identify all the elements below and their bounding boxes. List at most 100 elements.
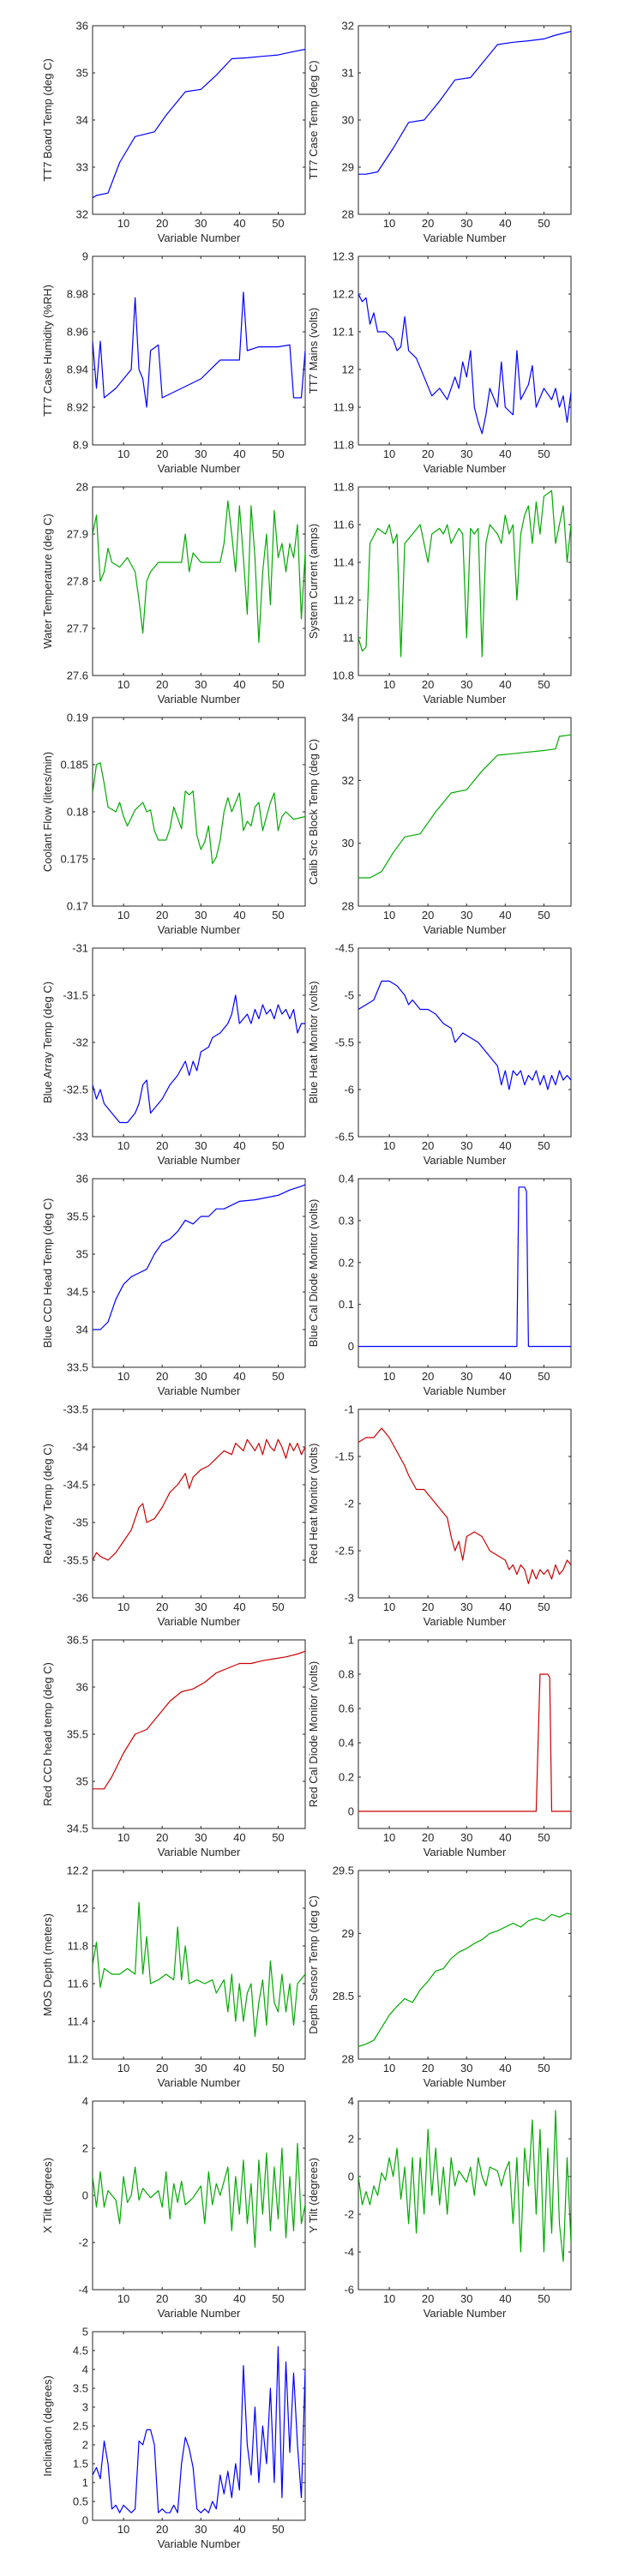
x-axis-label: Variable Number xyxy=(158,2076,241,2089)
y-tick-label: -33.5 xyxy=(63,1403,88,1416)
series-line xyxy=(358,293,571,435)
y-tick-label: -32 xyxy=(72,1036,88,1049)
x-axis-label: Variable Number xyxy=(424,1846,507,1858)
x-tick-label: 20 xyxy=(422,1370,434,1383)
x-axis-label: Variable Number xyxy=(424,2076,507,2089)
x-tick-label: 10 xyxy=(383,1600,395,1613)
y-tick-label: 0.2 xyxy=(339,1771,354,1784)
series-line xyxy=(358,1186,571,1348)
plot-frame xyxy=(92,255,306,446)
y-tick-label: 29 xyxy=(342,161,354,174)
y-tick-label: 0.5 xyxy=(73,2495,88,2508)
y-tick-label: 4 xyxy=(82,2363,88,2376)
x-tick-label: 40 xyxy=(233,1600,245,1613)
chart-panel-14: 10 20 30 40 50 -3 -2.5 -2 -1.5 -1 Variable Number R… xyxy=(307,1403,572,1628)
series-line xyxy=(358,489,571,658)
plot-frame xyxy=(92,717,306,907)
plot-frame xyxy=(358,1408,572,1599)
y-tick-label: 28 xyxy=(342,208,354,221)
series-line xyxy=(358,1673,571,1812)
series-line xyxy=(93,1901,305,2038)
y-tick-label: 29.5 xyxy=(333,1864,354,1877)
x-tick-label: 40 xyxy=(499,1831,511,1844)
x-tick-label: 10 xyxy=(383,1370,395,1383)
y-tick-label: 36 xyxy=(76,1173,88,1186)
y-tick-label: 34 xyxy=(76,1324,88,1336)
x-tick-label: 50 xyxy=(272,2062,284,2075)
y-tick-label: 28 xyxy=(342,900,354,913)
x-tick-label: 30 xyxy=(195,2062,207,2075)
y-tick-label: 33 xyxy=(76,161,88,174)
y-axis-label: Depth Sensor Temp (deg C) xyxy=(307,1895,320,2034)
x-tick-label: 10 xyxy=(117,2292,129,2305)
x-axis-label: Variable Number xyxy=(158,231,241,244)
y-tick-label: 1 xyxy=(82,2477,88,2489)
plot-frame xyxy=(92,2100,306,2291)
x-tick-label: 50 xyxy=(538,447,550,460)
x-tick-label: 10 xyxy=(383,217,395,230)
y-tick-label: 11.2 xyxy=(68,2053,88,2066)
series-line xyxy=(93,2346,305,2513)
chart-panel-16: 10 20 30 40 50 0 0.2 0.4 0.6 0.8 1 Variable Number R… xyxy=(307,1634,572,1858)
y-tick-label: 1 xyxy=(348,1634,354,1647)
y-tick-label: 36 xyxy=(76,1681,88,1694)
y-tick-label: 0.3 xyxy=(339,1214,354,1227)
y-tick-label: 0.4 xyxy=(339,1173,354,1186)
plot-frame xyxy=(358,1639,572,1829)
y-tick-label: 5 xyxy=(82,2326,88,2339)
y-tick-label: 11.8 xyxy=(68,1940,88,1953)
y-tick-label: -3 xyxy=(344,1592,354,1605)
x-tick-label: 50 xyxy=(272,1600,284,1613)
x-tick-label: 40 xyxy=(233,217,245,230)
y-tick-label: -5 xyxy=(344,989,354,1002)
x-tick-label: 10 xyxy=(117,2523,129,2536)
y-tick-label: 12.2 xyxy=(333,288,354,301)
x-tick-label: 20 xyxy=(156,447,168,460)
x-tick-label: 40 xyxy=(233,2523,245,2536)
y-axis-label: TT7 Board Temp (deg C) xyxy=(41,58,54,182)
plot-frame xyxy=(92,486,306,676)
series-line xyxy=(358,1912,571,2047)
y-tick-label: 3 xyxy=(82,2401,88,2414)
x-tick-label: 30 xyxy=(195,1139,207,1152)
chart-panel-7: 10 20 30 40 50 0.17 0.175 0.18 0.185 0.19 Variable… xyxy=(41,712,306,936)
chart-panel-10: 10 20 30 40 50 -6.5 -6 -5.5 -5 -4.5 Variable Numbe… xyxy=(307,942,572,1167)
y-tick-label: -6 xyxy=(344,1084,354,1096)
y-tick-label: 11.8 xyxy=(334,481,354,494)
y-tick-label: 11 xyxy=(343,632,355,645)
x-tick-label: 10 xyxy=(117,909,129,922)
chart-panel-8: 10 20 30 40 50 28 30 32 34 Variable Number Calib S… xyxy=(307,712,572,936)
x-tick-label: 30 xyxy=(195,2523,207,2536)
x-tick-label: 40 xyxy=(499,447,511,460)
y-tick-label: 1.5 xyxy=(73,2458,88,2471)
x-tick-label: 30 xyxy=(195,2292,207,2305)
y-tick-label: 35 xyxy=(76,1775,88,1788)
x-tick-label: 50 xyxy=(272,1139,284,1152)
y-tick-label: 12.3 xyxy=(333,250,354,263)
x-tick-label: 20 xyxy=(156,1139,168,1152)
series-line xyxy=(358,1427,571,1585)
x-tick-label: 50 xyxy=(272,2523,284,2536)
x-tick-label: 40 xyxy=(499,909,511,922)
y-axis-label: Y Tilt (degrees) xyxy=(307,2158,320,2233)
y-tick-label: -4 xyxy=(78,2284,88,2297)
y-axis-label: TT7 Case Temp (deg C) xyxy=(307,60,320,179)
y-tick-label: 33.5 xyxy=(67,1361,88,1374)
y-tick-label: 28.5 xyxy=(333,1990,354,2003)
x-tick-label: 20 xyxy=(422,2292,434,2305)
y-tick-label: -31 xyxy=(72,942,88,955)
y-tick-label: 34 xyxy=(342,712,354,724)
y-tick-label: -1 xyxy=(344,1403,354,1416)
y-axis-label: Calib Src Block Temp (deg C) xyxy=(307,739,320,885)
plot-frame xyxy=(358,717,572,907)
x-tick-label: 40 xyxy=(233,447,245,460)
x-tick-label: 20 xyxy=(422,909,434,922)
y-tick-label: -2.5 xyxy=(335,1545,354,1558)
plot-frame xyxy=(358,25,572,215)
y-tick-label: 0 xyxy=(348,2171,354,2183)
x-tick-label: 40 xyxy=(233,1139,245,1152)
y-tick-label: 0.185 xyxy=(60,759,88,772)
x-tick-label: 30 xyxy=(460,447,472,460)
y-axis-label: Blue Heat Monitor (volts) xyxy=(307,981,320,1103)
y-tick-label: 9 xyxy=(82,250,88,263)
